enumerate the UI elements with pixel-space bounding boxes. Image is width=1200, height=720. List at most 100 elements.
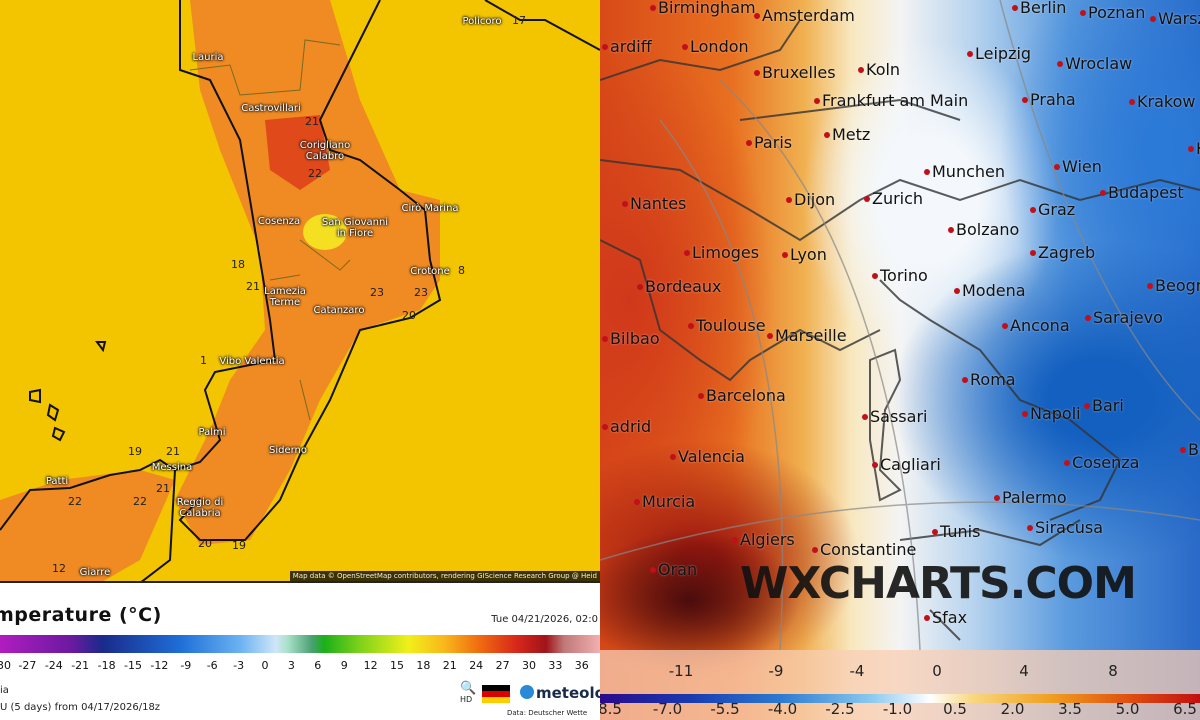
city-label: Messina (151, 462, 193, 473)
city-label: Warszawa (1150, 9, 1200, 28)
contour-label: 21 (305, 115, 319, 128)
scale-tick-label: 21 (442, 659, 457, 672)
scale-tick-label: 30 (522, 659, 536, 672)
city-label: Constantine (811, 540, 917, 559)
city-label: Poznan (1079, 3, 1146, 22)
contour-label: 22 (68, 495, 82, 508)
city-label: Lamezia Terme (264, 286, 306, 308)
scale-tick-label: 0 (261, 659, 269, 672)
data-source: Data: Deutscher Wette (507, 709, 588, 717)
temperature-map-panel: Policoro Lauria Castrovillari Corigliano Ca… (0, 0, 600, 717)
scale-tick-label: 24 (469, 659, 484, 672)
city-label: Oran (649, 560, 698, 579)
city-label: Koln (857, 60, 901, 79)
city-label: Murcia (633, 492, 696, 511)
city-label: Vibo Valentia (219, 356, 285, 367)
city-label: adrid (601, 417, 652, 436)
city-label: Toulouse (688, 316, 766, 335)
scale-tick-label: -27 (18, 659, 37, 672)
contour-label: 12 (52, 562, 66, 575)
calabria-temperature-map[interactable]: Policoro Lauria Castrovillari Corigliano Ca… (0, 0, 600, 583)
city-label: Wien (1054, 157, 1102, 176)
contour-label: 18 (231, 258, 245, 271)
anomaly-bottom-tick: -1.0 (882, 700, 913, 718)
hd-zoom-icon[interactable]: 🔍 HD (460, 681, 477, 704)
model-run-label: U (5 days) from 04/17/2026/18z (0, 702, 161, 713)
sicily-heat-region (0, 470, 175, 581)
scale-tick-label: -12 (150, 659, 169, 672)
land-heat-region (175, 0, 440, 545)
city-label: Valencia (670, 447, 745, 466)
anomaly-bottom-tick: -7.0 (652, 700, 683, 718)
city-label: Frankfurt am Main (813, 91, 969, 110)
city-label: Sfax (923, 608, 968, 627)
scale-tick-label: 18 (416, 659, 431, 672)
city-label: Leipzig (966, 44, 1032, 63)
anomaly-legend: -11 -9 -4 0 4 8 8.5 -7.0 -5.5 -4.0 -2.5 -1.0 0.5 2.0… (600, 650, 1200, 720)
anomaly-top-tick: -9 (768, 662, 784, 680)
scale-tick-label: -15 (124, 659, 142, 672)
anomaly-bottom-tick: 3.5 (1058, 700, 1082, 718)
city-label: Castrovillari (241, 103, 301, 114)
city-label: Bolzano (947, 220, 1020, 239)
city-label: Catanzaro (313, 305, 365, 316)
contour-label: 19 (232, 539, 246, 552)
city-label: Tunis (931, 522, 981, 541)
anomaly-top-tick: -4 (849, 662, 865, 680)
scale-tick-label: 36 (574, 659, 589, 672)
scale-tick-label: 6 (314, 659, 322, 672)
city-label: Zurich (863, 189, 924, 208)
anomaly-bottom-tick: 2.0 (1000, 700, 1025, 718)
city-label: Bordeaux (636, 277, 722, 296)
city-label: Patti (45, 476, 69, 487)
city-label: Bristi (1179, 440, 1200, 459)
scale-tick-label: 3 (287, 659, 295, 672)
anomaly-map-panel: Birmingham London Amsterdam Berlin Poznan War… (600, 0, 1200, 720)
scale-tick-label: 30 (0, 659, 11, 672)
contour-label: 20 (402, 309, 416, 322)
aeolian-islands (29, 341, 107, 442)
city-label: Lauria (192, 52, 224, 63)
city-label: Algiers (732, 530, 795, 549)
scale-tick-label: 9 (340, 659, 348, 672)
city-label: Graz (1029, 200, 1076, 219)
hd-label: HD (460, 695, 473, 704)
city-label: Palermo (994, 488, 1067, 507)
city-label: Praha (1022, 90, 1076, 109)
anomaly-bottom-tick: 6.5 (1173, 700, 1197, 718)
scale-tick-label: 15 (390, 659, 404, 672)
scale-tick-label: -9 (180, 659, 192, 672)
scale-tick-label: 12 (363, 659, 378, 672)
city-label: Beograd (1146, 276, 1200, 295)
coastline (0, 0, 600, 581)
city-label: Budapest (1100, 183, 1184, 202)
scale-tick-label: 27 (495, 659, 510, 672)
city-label: Napoli (1022, 404, 1081, 423)
city-label: Cagliari (872, 455, 941, 474)
city-label: Lyon (782, 245, 827, 264)
contour-label: 1 (200, 354, 207, 367)
city-label: Torino (872, 266, 928, 285)
temperature-color-scale (0, 635, 600, 653)
city-label: Cirò Marina (401, 203, 459, 214)
city-label: Berlin (1011, 0, 1067, 17)
forecast-datetime: Tue 04/21/2026, 02:0 (491, 614, 598, 625)
meteologix-logo[interactable]: meteolo (520, 684, 600, 702)
contour-label: 21 (246, 280, 260, 293)
admin-borders (189, 39, 351, 421)
logo-icon (520, 685, 534, 699)
scale-tick-label: 33 (548, 659, 563, 672)
city-label: Bilbao (602, 329, 660, 348)
contour-label: 21 (156, 482, 170, 495)
city-label: Ancona (1002, 316, 1070, 335)
map-attribution[interactable]: Map data © OpenStreetMap contributors, r… (289, 571, 600, 581)
city-label: Corigliano Calabro (299, 140, 351, 162)
city-label: Metz (823, 125, 871, 144)
region-label: ia (0, 685, 9, 696)
city-label: Amsterdam (754, 6, 855, 25)
anomaly-bottom-tick: 8.5 (600, 700, 622, 718)
city-label: Modena (954, 281, 1026, 300)
contour-label: 22 (308, 167, 322, 180)
city-label: San Giovanni in Fiore (321, 217, 389, 239)
city-label: Limoges (683, 243, 760, 262)
